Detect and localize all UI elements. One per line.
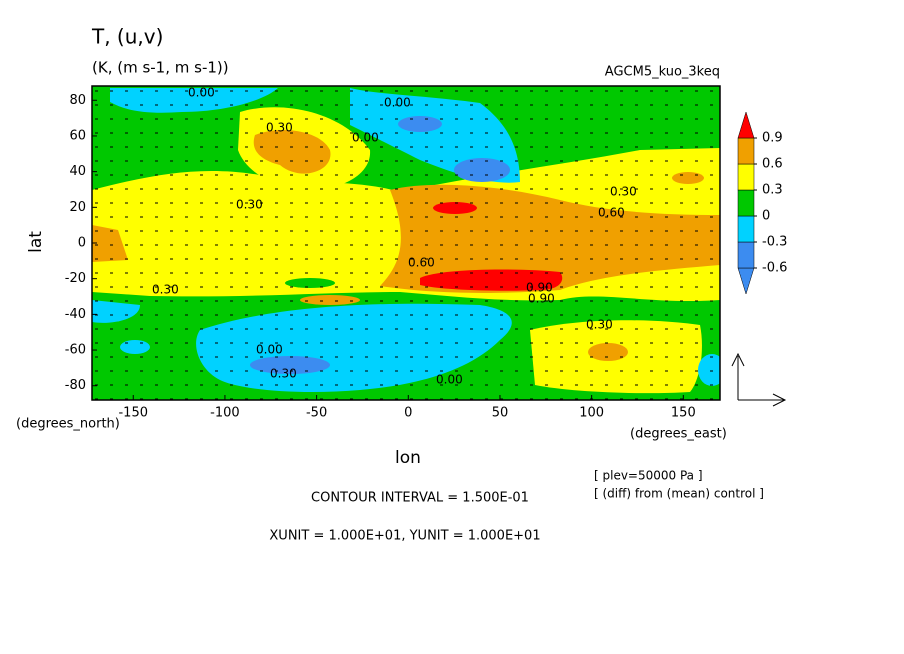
y-tick-label: -60	[65, 343, 86, 358]
contour-label: 0.30	[266, 121, 293, 135]
y-tick-label: 60	[69, 128, 86, 143]
x-tick-label: 100	[579, 406, 604, 421]
x-tick-label: 150	[671, 406, 696, 421]
contour-label: 0.30	[586, 318, 613, 332]
y-tick-label: 40	[69, 164, 86, 179]
y-tick-label: -40	[65, 307, 86, 322]
chart-title: T, (u,v)	[91, 25, 163, 49]
colorbar-box	[737, 241, 755, 269]
x-tick-label: -50	[306, 406, 327, 421]
contour-interval-note: CONTOUR INTERVAL = 1.500E-01	[311, 491, 529, 506]
colorbar-label: -0.3	[762, 235, 787, 250]
colorbar-label: 0.3	[762, 183, 783, 198]
contour-labels: 0.00 0.00 0.30 0.00 0.30 0.30 0.60 0.60 …	[152, 86, 637, 387]
contour-label: 0.00	[352, 131, 379, 145]
x-tick-label: 0	[404, 406, 412, 421]
chart-subtitle: (K, (m s-1, m s-1))	[92, 59, 229, 77]
contour-label: 0.90	[528, 292, 555, 306]
x-tick-label: 50	[492, 406, 509, 421]
colorbar-triangle	[737, 267, 755, 295]
colorbar-box	[737, 137, 755, 165]
reference-vector	[731, 352, 787, 407]
x-unit-label: (degrees_east)	[630, 427, 727, 442]
contour-label: 0.60	[408, 256, 435, 270]
unit-note: XUNIT = 1.000E+01, YUNIT = 1.000E+01	[269, 529, 540, 544]
contour-label: 0.30	[270, 367, 297, 381]
y-unit-label: (degrees_north)	[16, 417, 120, 432]
colorbar-label: 0	[762, 209, 770, 224]
contour-label: 0.90	[526, 281, 553, 295]
colorbar-box	[737, 215, 755, 243]
colorbar-box	[737, 163, 755, 191]
y-tick-label: 0	[78, 236, 86, 251]
x-axis-label: lon	[395, 448, 421, 468]
contour-label: 0.30	[152, 283, 179, 297]
reference-arrow-v	[731, 352, 745, 400]
contour-label: 0.00	[256, 343, 283, 357]
colorbar-label: -0.6	[762, 261, 787, 276]
contour-label: 0.30	[610, 185, 637, 199]
contour-label: 0.00	[436, 373, 463, 387]
diff-note: [ (diff) from (mean) control ]	[594, 487, 764, 501]
colorbar-label: 0.6	[762, 157, 783, 172]
colorbar-label: 0.9	[762, 131, 783, 146]
contour-label: 0.00	[188, 86, 215, 100]
experiment-label: AGCM5_kuo_3keq	[605, 65, 720, 80]
colorbar-box	[737, 189, 755, 217]
y-tick-label: 20	[69, 200, 86, 215]
x-tick-label: -150	[118, 406, 148, 421]
y-axis-label: lat	[26, 231, 46, 253]
y-tick-label: -20	[65, 271, 86, 286]
contour-label: 0.60	[598, 206, 625, 220]
wind-vectors	[92, 86, 720, 400]
y-tick-label: -80	[65, 378, 86, 393]
reference-arrow-u	[738, 393, 787, 407]
contour-label: 0.00	[384, 96, 411, 110]
contour-label: 0.30	[236, 198, 263, 212]
colorbar-triangle	[737, 111, 755, 139]
level-note: [ plev=50000 Pa ]	[594, 469, 703, 483]
contour-field	[92, 86, 720, 400]
x-tick-label: -100	[210, 406, 240, 421]
y-tick-label: 80	[69, 93, 86, 108]
